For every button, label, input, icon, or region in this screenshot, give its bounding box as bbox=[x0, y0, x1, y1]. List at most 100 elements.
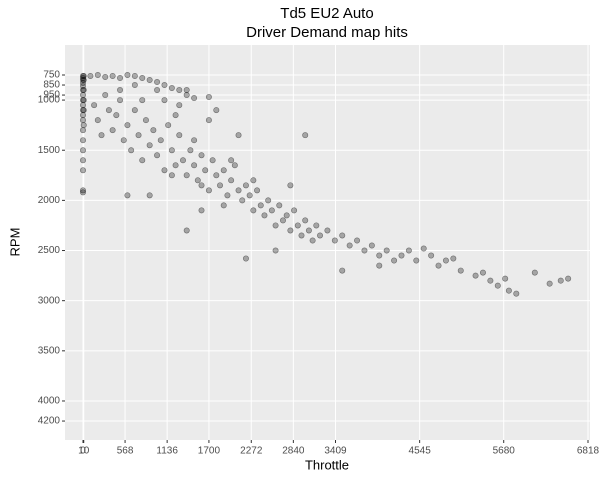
point bbox=[124, 122, 131, 129]
point bbox=[220, 202, 227, 209]
point bbox=[80, 87, 87, 94]
point bbox=[183, 172, 190, 179]
point bbox=[117, 75, 124, 82]
point bbox=[309, 237, 316, 244]
y-tick-label: 850 bbox=[43, 80, 60, 91]
points bbox=[79, 71, 572, 297]
point bbox=[250, 207, 257, 214]
y-tick-label: 3500 bbox=[38, 345, 61, 356]
point bbox=[165, 122, 172, 129]
point bbox=[198, 152, 205, 159]
point bbox=[257, 202, 264, 209]
x-tick-label: 1136 bbox=[156, 446, 178, 457]
point bbox=[531, 269, 538, 276]
point bbox=[324, 227, 331, 234]
point bbox=[79, 92, 86, 99]
point bbox=[209, 157, 216, 164]
point bbox=[80, 122, 87, 129]
point bbox=[154, 87, 161, 94]
point bbox=[79, 112, 86, 119]
y-tick-label: 950 bbox=[43, 90, 60, 101]
point bbox=[202, 167, 209, 174]
point bbox=[154, 79, 161, 86]
point bbox=[239, 197, 246, 204]
point bbox=[139, 157, 146, 164]
point bbox=[176, 102, 183, 109]
y-tick-label: 3000 bbox=[38, 295, 61, 306]
point bbox=[131, 72, 138, 79]
point bbox=[442, 257, 449, 264]
point bbox=[198, 182, 205, 189]
point bbox=[287, 182, 294, 189]
point bbox=[428, 252, 435, 259]
point bbox=[131, 82, 138, 89]
point bbox=[505, 287, 512, 294]
point bbox=[283, 212, 290, 219]
point bbox=[339, 232, 346, 239]
point bbox=[368, 242, 375, 249]
point bbox=[168, 147, 175, 154]
point bbox=[205, 117, 212, 124]
y-tick-label: 4200 bbox=[38, 416, 61, 427]
chart-subtitle: Driver Demand map hits bbox=[246, 24, 408, 41]
x-tick-label: 0 bbox=[80, 446, 86, 457]
point bbox=[79, 137, 86, 144]
point bbox=[79, 187, 86, 194]
point bbox=[302, 132, 309, 139]
point bbox=[161, 82, 168, 89]
x-axis-label: Throttle bbox=[305, 457, 349, 472]
point bbox=[120, 137, 127, 144]
y-tick-label: 1500 bbox=[38, 145, 61, 156]
point bbox=[79, 75, 86, 82]
point bbox=[291, 207, 298, 214]
point bbox=[235, 187, 242, 194]
point bbox=[302, 217, 309, 224]
point bbox=[79, 157, 86, 164]
point bbox=[479, 269, 486, 276]
point bbox=[79, 83, 86, 90]
point bbox=[191, 95, 198, 102]
point bbox=[268, 207, 275, 214]
point bbox=[176, 132, 183, 139]
point bbox=[383, 247, 390, 254]
x-tick-label: 2840 bbox=[282, 446, 305, 457]
point bbox=[305, 227, 312, 234]
y-tick-label: 1000 bbox=[38, 95, 61, 106]
point bbox=[172, 112, 179, 119]
x-tick-label: 5680 bbox=[493, 446, 516, 457]
point bbox=[94, 117, 101, 124]
point bbox=[242, 255, 249, 262]
point bbox=[420, 245, 427, 252]
point bbox=[117, 87, 124, 94]
point bbox=[183, 227, 190, 234]
point bbox=[176, 87, 183, 94]
point bbox=[472, 272, 479, 279]
point bbox=[413, 257, 420, 264]
y-tick-label: 2000 bbox=[38, 195, 61, 206]
point bbox=[105, 107, 112, 114]
point bbox=[198, 207, 205, 214]
y-axis-label: RPM bbox=[7, 228, 22, 257]
point bbox=[80, 97, 87, 104]
point bbox=[376, 252, 383, 259]
point bbox=[191, 137, 198, 144]
point bbox=[80, 107, 87, 114]
x-tick-label: 10 bbox=[78, 446, 90, 457]
point bbox=[98, 132, 105, 139]
point bbox=[102, 73, 109, 80]
point bbox=[376, 262, 383, 269]
point bbox=[231, 162, 238, 169]
point bbox=[79, 102, 86, 109]
point bbox=[435, 262, 442, 269]
point bbox=[346, 242, 353, 249]
point bbox=[220, 167, 227, 174]
point bbox=[205, 187, 212, 194]
point bbox=[131, 107, 138, 114]
point bbox=[79, 97, 86, 104]
y-tick-label: 2500 bbox=[38, 245, 61, 256]
point bbox=[183, 87, 190, 94]
point bbox=[79, 167, 86, 174]
point bbox=[183, 92, 190, 99]
point bbox=[168, 85, 175, 92]
point bbox=[254, 187, 261, 194]
